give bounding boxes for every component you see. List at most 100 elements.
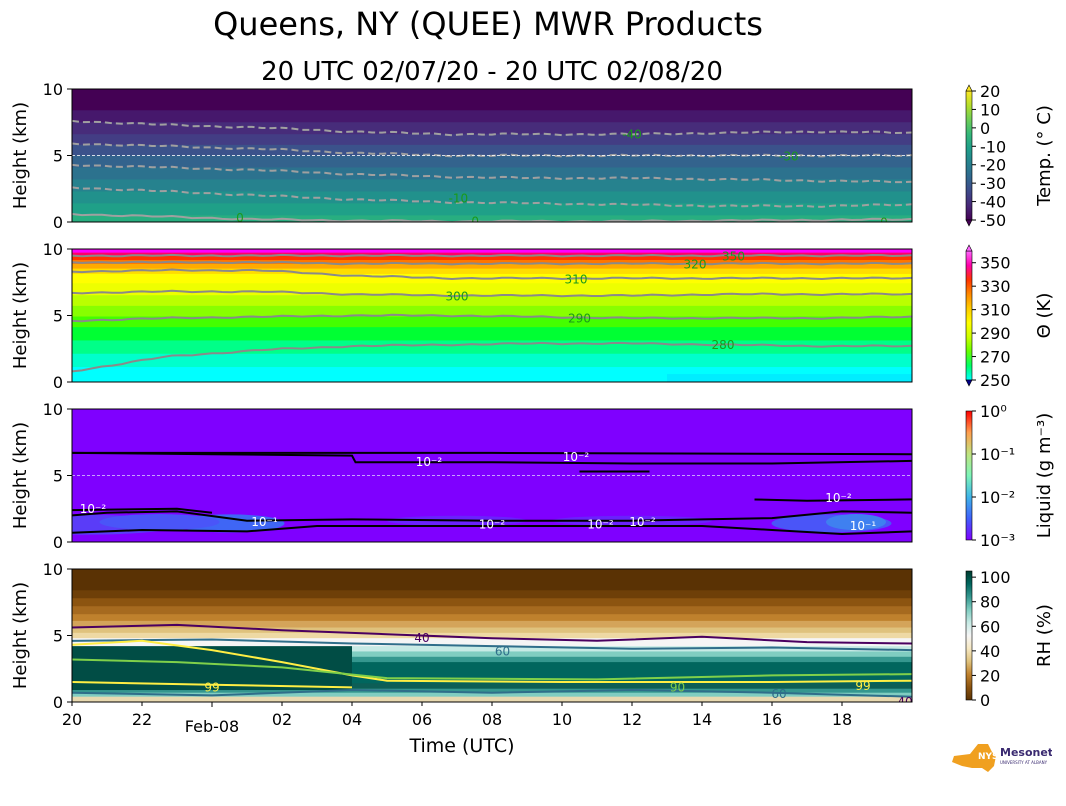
colorbar-tick-label: -30	[980, 174, 1006, 193]
rh-band	[72, 627, 912, 634]
rh-contour-label: 60	[771, 687, 786, 701]
colorbar-extend-min	[965, 219, 973, 227]
figure-subtitle: 20 UTC 02/07/20 - 20 UTC 02/08/20	[261, 57, 723, 87]
colorbar-tick-label: -50	[980, 211, 1006, 230]
y-tick-label: 10	[43, 80, 63, 99]
colorbar-extend-min	[965, 379, 973, 387]
rh-panel: 40 60 90 99 99 60 40	[72, 569, 912, 702]
rh-contour-label: 60	[495, 644, 510, 658]
y-axis-label: Height (km)	[10, 102, 31, 209]
liquid-contour-label: 10⁻²	[587, 518, 614, 532]
colorbar-tick-label: 350	[980, 254, 1011, 273]
temperature-band	[72, 155, 912, 169]
temperature-contour	[72, 186, 912, 208]
colorbar	[965, 90, 973, 221]
liquid-contour	[72, 451, 912, 465]
rh-band	[72, 598, 912, 608]
temperature-contour-label: -10	[449, 192, 469, 206]
colorbar-tick-label: 250	[980, 371, 1011, 390]
rh-band	[72, 606, 912, 616]
x-tick-label: 18	[832, 710, 852, 729]
colorbar-tick-label: 60	[980, 617, 1000, 636]
colorbar-extend-max	[965, 84, 973, 92]
y-axis-label: Height (km)	[10, 422, 31, 529]
theta-band	[72, 282, 912, 296]
x-tick-label-date: Feb-08	[185, 717, 239, 736]
colorbar-tick-label: 290	[980, 324, 1011, 343]
colorbar-tick-label: -10	[980, 137, 1006, 156]
rh-contour	[72, 681, 353, 689]
theta-contour-label: 290	[568, 311, 591, 325]
theta-band	[72, 304, 912, 317]
x-tick-label: 12	[622, 710, 642, 729]
y-tick-label: 10	[43, 240, 63, 259]
theta-contour	[72, 341, 912, 373]
rh-contour-label: 99	[204, 680, 219, 694]
liquid-contour-label: 10⁻²	[80, 502, 107, 516]
rh-band	[72, 656, 912, 664]
temperature-band	[72, 110, 912, 124]
logo-text-mesonet: Mesonet	[1000, 746, 1052, 759]
logo-text-university: UNIVERSITY AT ALBANY	[1000, 760, 1048, 765]
colorbar-tick-label: -40	[980, 193, 1006, 212]
y-tick-label: 0	[53, 213, 63, 232]
x-tick-label: 16	[762, 710, 782, 729]
rh-band	[72, 688, 912, 694]
colorbar-tick-label: 40	[980, 642, 1000, 661]
colorbar-tick-label: 0	[980, 691, 990, 710]
temperature-contour-label: -30	[779, 150, 799, 164]
theta-band	[72, 251, 912, 256]
figure-title: Queens, NY (QUEE) MWR Products	[213, 5, 763, 43]
temperature-contour-label: 0	[471, 214, 479, 228]
rh-band	[72, 692, 912, 698]
theta-band	[72, 339, 912, 354]
x-tick-label: 06	[412, 710, 432, 729]
liquid-cloud-region	[99, 514, 220, 531]
colorbar	[965, 250, 973, 381]
temperature-contour	[72, 119, 912, 137]
x-tick-label: 14	[692, 710, 712, 729]
colorbar-label: Liquid (g m⁻³)	[1034, 413, 1055, 538]
temperature-band	[72, 134, 912, 146]
theta-contour	[72, 289, 912, 298]
rh-contour-label: 90	[670, 680, 685, 694]
colorbar-label: RH (%)	[1034, 604, 1055, 667]
liquid-contour-label: 10⁻²	[825, 491, 852, 505]
theta-band	[72, 254, 912, 260]
y-tick-label: 0	[53, 693, 63, 712]
theta-contour-label: 300	[446, 290, 469, 304]
y-tick-label: 0	[53, 533, 63, 552]
theta-band	[72, 326, 912, 341]
x-tick-label: 20	[62, 710, 82, 729]
y-tick-label: 5	[53, 307, 63, 326]
colorbar-label: Temp. (° C)	[1034, 105, 1055, 207]
nys-mesonet-logo: NYS Mesonet UNIVERSITY AT ALBANY	[948, 738, 1053, 778]
colorbar	[965, 570, 973, 701]
y-tick-label: 10	[43, 400, 63, 419]
theta-contour-label: 310	[565, 272, 588, 286]
colorbar-tick-label: 100	[980, 568, 1011, 587]
theta-contour	[72, 253, 912, 258]
rh-contour-label: 40	[414, 631, 429, 645]
rh-band	[72, 683, 912, 690]
colorbar	[965, 410, 973, 541]
temperature-band	[72, 122, 912, 136]
rh-band	[72, 632, 912, 640]
liquid-contour-label: 10⁻¹	[850, 519, 877, 533]
x-tick-label: 22	[132, 710, 152, 729]
mesonet-logo-graphic: NYS Mesonet UNIVERSITY AT ALBANY	[952, 744, 1053, 772]
colorbar-tick-label: 10⁰	[980, 402, 1007, 421]
logo-text-nys: NYS	[978, 752, 999, 762]
liquid-contour	[72, 507, 213, 514]
liquid-contour-label: 10⁻²	[416, 455, 443, 469]
temperature-contour	[72, 163, 912, 184]
liquid-contour-label: 10⁻²	[629, 515, 656, 529]
y-tick-label: 0	[53, 373, 63, 392]
rh-contour	[72, 688, 912, 698]
temperature-panel: -40-30-20-100 0 0	[72, 89, 912, 228]
theta-contour	[72, 260, 912, 266]
theta-contour-label: 350	[722, 250, 745, 264]
rh-band	[72, 620, 912, 629]
temperature-band	[72, 203, 912, 217]
